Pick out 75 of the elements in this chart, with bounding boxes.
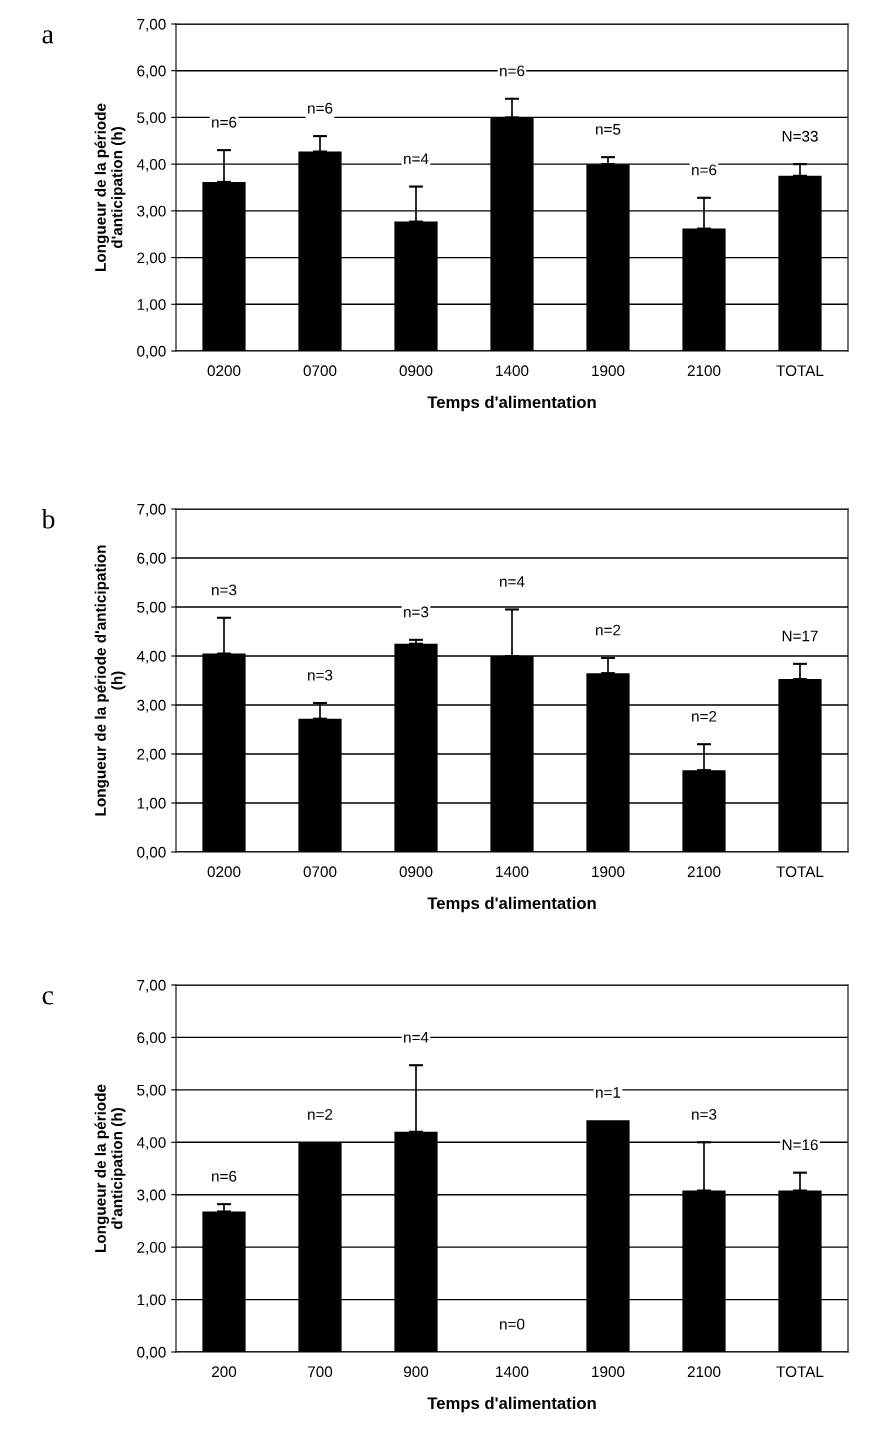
- y-tick-label: 1,00: [137, 1294, 166, 1308]
- y-tick-label: 2,00: [137, 1242, 166, 1255]
- x-tick-label: 1400: [496, 365, 529, 377]
- annotation: n=3: [692, 1109, 717, 1120]
- x-tick-label: 200: [212, 1366, 237, 1378]
- annotation: n=6: [212, 116, 237, 128]
- annotation: n=3: [308, 669, 333, 681]
- x-tick-label: 0900: [399, 365, 433, 377]
- x-tick-label: 0200: [207, 365, 241, 377]
- y-tick-label: 4,00: [136, 650, 166, 664]
- annotation: n=6: [692, 164, 717, 176]
- annotation: n=2: [596, 624, 621, 636]
- annotation: n=0: [500, 1318, 525, 1330]
- y-tick-label: 3,00: [137, 1189, 166, 1203]
- x-tick-label: 0700: [303, 365, 337, 377]
- y-axis-title: Longueur de la période d'anticipation (h): [94, 545, 126, 816]
- y-tick-label: 5,00: [137, 1084, 166, 1098]
- x-tick-label: 0900: [399, 866, 433, 878]
- y-tick-label: 3,00: [137, 205, 166, 219]
- x-tick-label: 0200: [207, 866, 241, 878]
- y-tick-label: 3,00: [137, 699, 166, 713]
- y-tick-label: 7,00: [137, 18, 166, 32]
- y-tick-label: 6,00: [137, 65, 166, 79]
- annotation: n=6: [308, 102, 333, 114]
- x-tick-label: 1400: [496, 1366, 529, 1378]
- annotation: n=6: [500, 65, 525, 77]
- y-tick-label: 0,00: [137, 846, 166, 860]
- x-tick-label: 700: [308, 1366, 333, 1378]
- annotation: n=2: [692, 710, 717, 722]
- chart-title: c: [42, 991, 54, 1005]
- y-tick-label: 7,00: [137, 503, 166, 517]
- x-tick-label: 1900: [592, 365, 625, 377]
- annotation: n=5: [596, 124, 621, 135]
- x-axis-title: Temps d'alimentation: [427, 1396, 596, 1413]
- y-axis-title: Longueur de la période d'anticipation (h): [94, 103, 126, 271]
- x-tick-label: 1900: [592, 1366, 625, 1378]
- annotation: n=1: [596, 1087, 621, 1098]
- x-tick-label: 1400: [496, 866, 529, 878]
- annotation: n=2: [308, 1109, 333, 1120]
- y-tick-label: 1,00: [137, 797, 166, 811]
- y-tick-label: 2,00: [137, 748, 166, 762]
- y-tick-label: 7,00: [137, 979, 166, 993]
- y-tick-label: 2,00: [137, 252, 166, 266]
- y-tick-label: 5,00: [137, 112, 166, 125]
- y-tick-label: 0,00: [137, 1346, 166, 1360]
- y-tick-label: 0,00: [137, 345, 166, 359]
- y-tick-label: 4,00: [136, 1137, 166, 1150]
- x-tick-label: 2100: [687, 866, 721, 878]
- x-tick-label: 2100: [687, 1366, 721, 1378]
- y-tick-label: 5,00: [137, 601, 166, 615]
- annotation: n=3: [212, 584, 237, 596]
- y-tick-label: 6,00: [137, 552, 166, 566]
- annotation: N=16: [782, 1139, 818, 1151]
- x-tick-label: TOTAL: [776, 866, 824, 878]
- y-tick-label: 4,00: [136, 159, 166, 172]
- annotation: n=4: [404, 153, 429, 164]
- y-tick-label: 1,00: [137, 299, 166, 312]
- chart-title: b: [41, 509, 55, 529]
- annotation: n=4: [404, 1032, 429, 1043]
- x-axis-title: Temps d'alimentation: [427, 896, 596, 913]
- x-axis-title: Temps d'alimentation: [427, 395, 596, 412]
- y-tick-label: 6,00: [137, 1032, 166, 1045]
- x-tick-label: 900: [403, 1366, 429, 1378]
- y-axis-title: Longueur de la période d'anticipation (h): [94, 1084, 126, 1252]
- x-tick-label: TOTAL: [776, 365, 824, 377]
- annotation: N=17: [782, 630, 818, 642]
- chart-title: a: [42, 30, 54, 44]
- annotation: N=33: [782, 130, 818, 142]
- x-tick-label: 0700: [303, 866, 337, 878]
- x-tick-label: 1900: [592, 866, 625, 878]
- annotation: n=3: [404, 606, 429, 618]
- annotation: n=6: [212, 1170, 237, 1182]
- x-tick-label: TOTAL: [776, 1366, 824, 1378]
- annotation: n=4: [500, 576, 525, 587]
- x-tick-label: 2100: [687, 365, 721, 377]
